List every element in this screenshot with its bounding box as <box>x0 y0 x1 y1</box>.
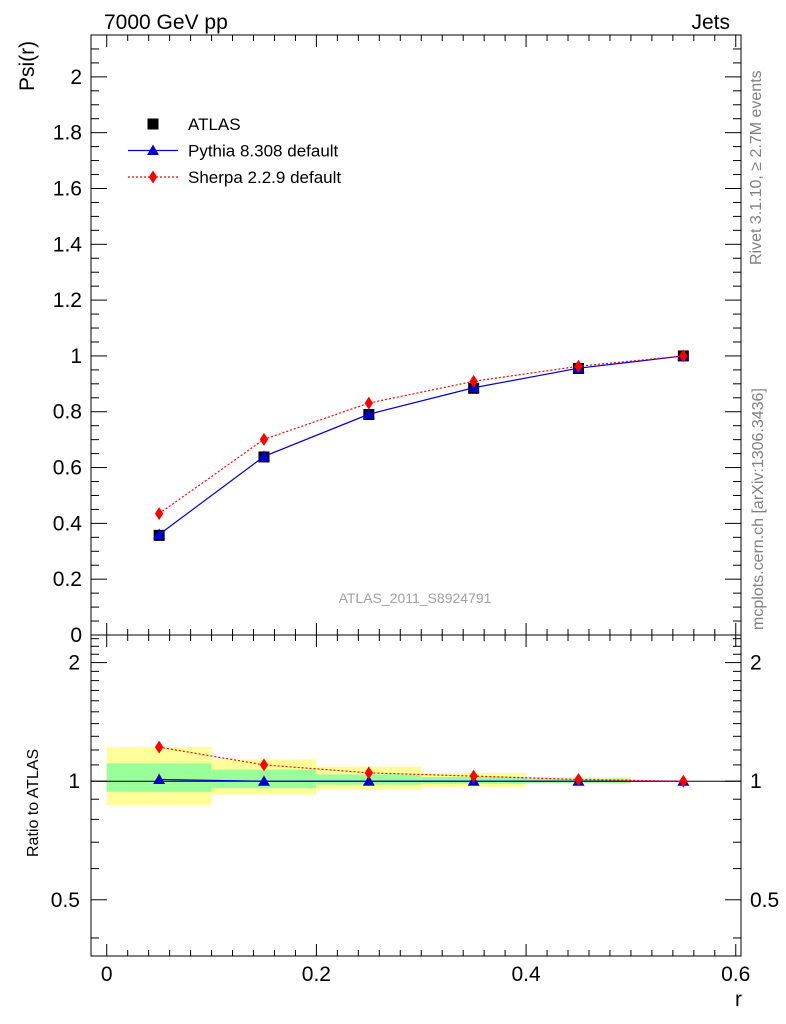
watermark: ATLAS_2011_S8924791 <box>339 590 492 606</box>
legend-label-1: Pythia 8.308 default <box>188 142 339 161</box>
ratio-y-tick-label-right-1: 1 <box>750 770 762 793</box>
main-y-tick-label-0: 0 <box>70 624 82 647</box>
main-line-diamond <box>158 355 684 515</box>
main-line-triangle <box>158 355 684 536</box>
main-y-tick-label-8: 1.6 <box>53 177 82 200</box>
main-triangle-point-0 <box>153 528 166 540</box>
main-diamond-point-1 <box>259 432 269 446</box>
rivet-label: Rivet 3.1.10, ≥ 2.7M events <box>748 70 765 265</box>
legend-marker-0 <box>147 118 159 130</box>
ratio-line-triangle <box>159 778 684 782</box>
x-axis-label: r <box>735 988 742 1011</box>
ratio-triangle-point-2 <box>362 775 375 786</box>
legend-marker-2 <box>148 170 158 184</box>
ratio-y-tick-label-right-2: 2 <box>750 652 762 675</box>
x-tick-label-3: 0.6 <box>721 963 750 986</box>
legend-marker-1 <box>147 144 159 155</box>
main-diamond-point-2 <box>364 396 374 410</box>
x-tick-label-1: 0.2 <box>302 963 331 986</box>
main-y-tick-label-10: 2 <box>70 66 82 89</box>
main-y-tick-label-4: 0.8 <box>53 401 82 424</box>
main-y-tick-label-6: 1.2 <box>53 289 82 312</box>
ratio-triangle-point-1 <box>257 775 270 786</box>
ratio-y-tick-label-left-1: 1 <box>68 770 80 793</box>
header-right: Jets <box>691 11 730 34</box>
ratio-diamond-point-1 <box>259 758 269 772</box>
mcplots-label: mcplots.cern.ch [arXiv:1306.3436] <box>750 388 767 630</box>
ratio-diamond-point-5 <box>679 774 688 788</box>
ratio-y-tick-label-left-2: 2 <box>68 652 80 675</box>
x-tick-label-0: 0 <box>101 963 113 986</box>
main-y-tick-label-3: 0.6 <box>53 457 82 480</box>
legend: ATLAS Pythia 8.308 default Sherpa 2.2.9 de… <box>128 115 341 187</box>
main-diamond-point-0 <box>154 507 164 521</box>
ratio-frame <box>90 634 742 957</box>
main-y-tick-label-1: 0.2 <box>53 568 82 591</box>
x-tick-label-2: 0.4 <box>511 963 541 986</box>
ratio-y-tick-label-left-0: 0.5 <box>51 889 80 912</box>
main-panel: 0 0.2 0.4 0.6 0.8 1 1.2 1.4 1.6 1.8 2 <box>53 34 742 956</box>
header-left: 7000 GeV pp <box>104 11 228 34</box>
main-triangle-point-1 <box>257 450 270 461</box>
ratio-diamond-point-3 <box>469 769 478 783</box>
ratio-diamond-point-4 <box>574 772 583 786</box>
main-triangle-point-2 <box>362 408 375 419</box>
main-y-tick-label-2: 0.4 <box>53 512 83 535</box>
ratio-y-tick-label-right-0: 0.5 <box>750 889 779 912</box>
legend-label-0: ATLAS <box>188 115 241 134</box>
ratio-diamond-point-2 <box>364 766 374 780</box>
main-y-tick-label-9: 1.8 <box>53 122 82 145</box>
ratio-line-diamond <box>159 746 684 782</box>
main-y-axis-label: Psi(r) <box>16 41 39 91</box>
ratio-panel: 0 0.2 0.4 0.6 0.5 0.5 1 1 2 2 <box>51 35 779 986</box>
main-y-tick-label-7: 1.4 <box>53 233 83 256</box>
ratio-diamond-point-0 <box>154 740 164 754</box>
main-diamond-point-4 <box>574 359 583 373</box>
ratio-y-axis-label: Ratio to ATLAS <box>25 749 42 857</box>
main-y-tick-label-5: 1 <box>70 345 82 368</box>
main-diamond-point-5 <box>679 349 688 363</box>
legend-label-2: Sherpa 2.2.9 default <box>188 168 341 187</box>
main-diamond-point-3 <box>469 374 478 388</box>
ratio-triangle-point-0 <box>153 773 166 784</box>
